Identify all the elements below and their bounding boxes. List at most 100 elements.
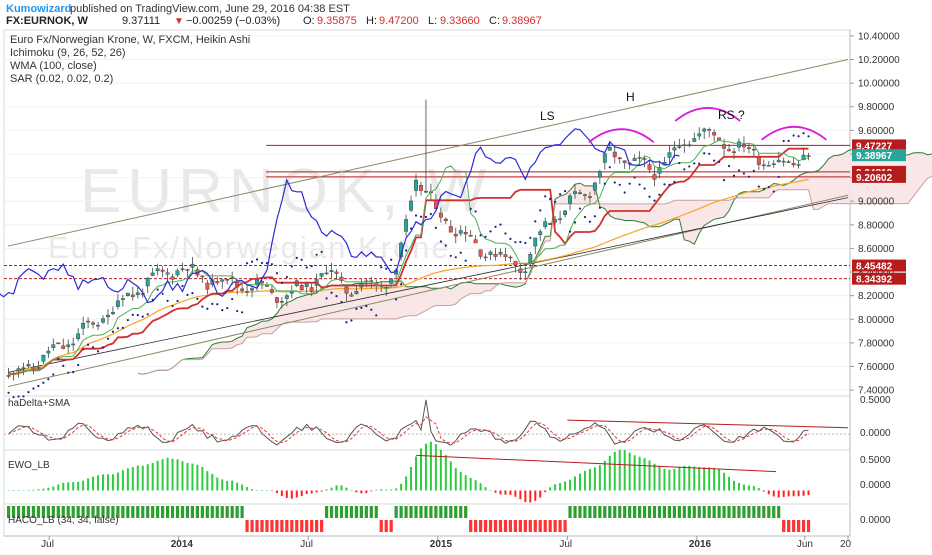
ewo-bar <box>345 487 348 491</box>
haco-bar-up <box>717 506 721 518</box>
sar-dot <box>767 186 770 189</box>
ewo-bar <box>241 484 244 491</box>
sar-dot <box>67 371 70 374</box>
candle-body <box>632 158 637 161</box>
sar-dot <box>718 160 721 164</box>
candle-body <box>756 157 761 165</box>
symbol-label[interactable]: FX:EURNOK, W <box>6 15 89 27</box>
haco-bar-up <box>141 506 145 518</box>
sar-dot <box>325 297 328 300</box>
haco-bar-down <box>315 520 319 532</box>
haco-bar-up <box>16 506 21 518</box>
candle-body <box>727 149 731 152</box>
candle-body <box>453 233 458 237</box>
ewo-bar <box>300 490 303 496</box>
ewo-bar <box>494 490 497 493</box>
hadelta-tick-zero: 0.0000 <box>860 428 891 439</box>
ewo-bar <box>593 467 596 491</box>
published-text: published on TradingView.com, June 29, 2… <box>70 3 350 15</box>
hadelta-title[interactable]: haDelta+SMA <box>8 398 70 409</box>
haco-bar-up <box>339 506 344 518</box>
haco-bar-up <box>51 506 55 518</box>
price-label-text: 9.47227 <box>856 141 893 152</box>
legend-ichimoku[interactable]: Ichimoku (9, 26, 52, 26) <box>10 47 126 59</box>
ewo-bar <box>504 490 507 495</box>
haco-bar-up <box>667 506 672 518</box>
haco-title[interactable]: HACO_LB (34, 34, false) <box>8 515 119 526</box>
time-label: 2015 <box>430 539 453 550</box>
legend-sar[interactable]: SAR (0.02, 0.02, 0.2) <box>10 73 113 85</box>
candle-body <box>766 165 771 167</box>
haco-bar-up <box>578 506 582 518</box>
sar-dot <box>260 261 264 265</box>
sar-dot <box>270 263 274 266</box>
ewo-title[interactable]: EWO_LB <box>8 460 50 471</box>
author-link[interactable]: Kumowizard <box>6 3 71 15</box>
haco-bar-up <box>449 506 453 518</box>
sar-dot <box>683 168 686 171</box>
arc-head <box>674 107 741 122</box>
time-label: 20 <box>840 539 852 550</box>
sar-dot <box>151 298 154 301</box>
sar-dot <box>275 272 278 275</box>
price-tick-label: 8.80000 <box>858 220 895 231</box>
ewo-bar <box>737 482 740 491</box>
hadelta-line <box>8 399 809 446</box>
haco-bar-up <box>195 506 199 518</box>
candle-body <box>801 154 806 160</box>
haco-bar-up <box>444 506 448 518</box>
sar-dot <box>106 337 110 340</box>
ewo-bar <box>559 482 562 491</box>
haco-bar-up <box>652 506 657 518</box>
sar-dot <box>559 193 562 196</box>
legend-wma[interactable]: WMA (100, close) <box>10 60 97 72</box>
ewo-bar <box>514 490 517 497</box>
ewo-bar <box>116 472 119 491</box>
sar-dot <box>678 161 681 165</box>
sar-dot <box>186 293 189 296</box>
sar-dot <box>494 225 497 228</box>
candle-body <box>135 292 140 295</box>
haco-bar-down <box>488 520 493 532</box>
price-tick-label: 10.00000 <box>858 79 900 90</box>
ewo-bar <box>111 474 114 491</box>
ewo-bar <box>713 467 716 491</box>
candle-body <box>732 151 736 153</box>
haco-bar-up <box>464 506 468 518</box>
haco-bar-down <box>305 520 309 532</box>
haco-bar-up <box>156 506 160 518</box>
candle-body <box>220 279 225 282</box>
sar-dot <box>86 343 90 346</box>
candle-body <box>697 133 702 137</box>
candle-body <box>225 278 230 281</box>
haco-bar-up <box>459 506 463 518</box>
price-tick-label: 8.60000 <box>858 244 895 255</box>
haco-bar-up <box>434 506 438 518</box>
haco-bar-down <box>503 520 508 532</box>
sar-dot <box>544 195 547 198</box>
candle-body <box>389 278 394 284</box>
candle-body <box>16 368 21 372</box>
ewo-bar <box>320 490 323 492</box>
sar-dot <box>583 215 587 219</box>
ewo-bar <box>638 456 641 491</box>
ewo-bar <box>290 490 293 499</box>
ewo-bar <box>762 490 765 492</box>
candle-body <box>761 164 766 167</box>
ewo-bar <box>77 481 80 491</box>
candle-body <box>682 144 687 146</box>
sar-dot <box>196 297 199 300</box>
trend-channel <box>7 59 849 388</box>
candle-body <box>712 132 717 136</box>
haco-bar-up <box>757 506 761 518</box>
ewo-bar <box>752 486 755 491</box>
time-label: Jul <box>559 539 572 550</box>
sar-dot <box>57 357 60 360</box>
ewo-bar <box>578 473 581 491</box>
haco-bar-down <box>483 520 488 532</box>
candle-body <box>528 253 533 264</box>
sar-dot <box>52 373 55 376</box>
ewo-bar <box>42 488 45 491</box>
sar-dot <box>404 249 408 252</box>
sar-dot <box>37 384 40 388</box>
